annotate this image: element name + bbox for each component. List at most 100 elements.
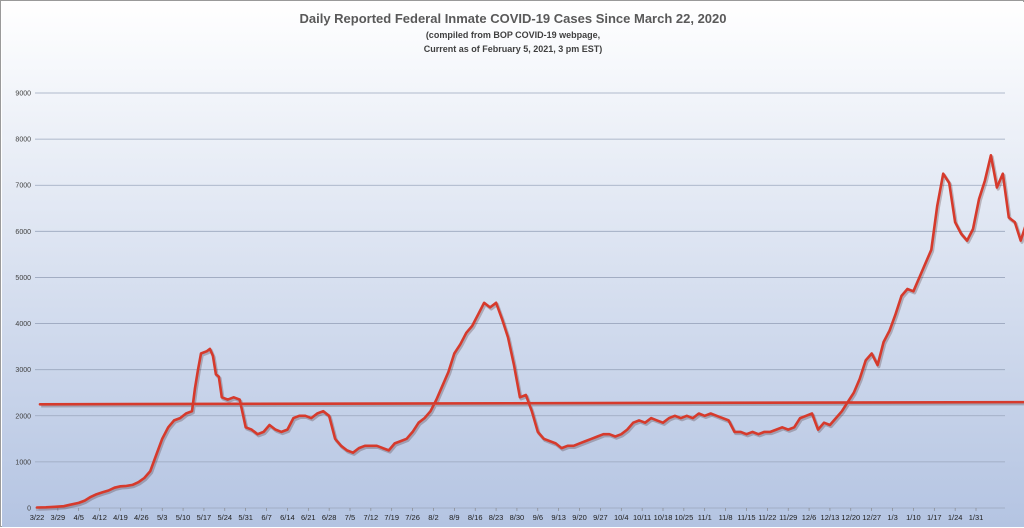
x-tick-label: 5/31 <box>238 513 253 522</box>
x-tick-label: 10/25 <box>674 513 693 522</box>
data-point <box>173 419 175 421</box>
x-tick-label: 1/24 <box>948 513 963 522</box>
data-point <box>763 431 765 433</box>
data-point <box>441 385 443 387</box>
data-point <box>584 440 586 442</box>
x-tick-label: 8/30 <box>510 513 525 522</box>
data-point <box>212 355 214 357</box>
data-point <box>972 228 974 230</box>
data-point <box>769 431 771 433</box>
data-point <box>525 394 527 396</box>
data-point <box>239 398 241 400</box>
data-point <box>978 198 980 200</box>
data-point <box>495 302 497 304</box>
data-point <box>429 410 431 412</box>
x-tick-label: 8/23 <box>489 513 504 522</box>
y-tick-label-2000: 2000 <box>15 413 31 420</box>
data-point <box>948 182 950 184</box>
data-point <box>590 438 592 440</box>
x-tick-label: 1/31 <box>969 513 984 522</box>
data-point <box>340 445 342 447</box>
data-point <box>107 489 109 491</box>
x-tick-label: 6/14 <box>280 513 295 522</box>
data-point <box>960 232 962 234</box>
x-tick-label: 4/26 <box>134 513 149 522</box>
data-point <box>167 426 169 428</box>
x-tick-label: 12/20 <box>841 513 860 522</box>
data-point <box>692 417 694 419</box>
data-point <box>662 422 664 424</box>
data-point <box>268 424 270 426</box>
data-point <box>1002 173 1004 175</box>
data-point <box>871 352 873 354</box>
x-tick-label: 5/17 <box>197 513 212 522</box>
x-tick-label: 1/3 <box>887 513 897 522</box>
data-point <box>853 392 855 394</box>
data-point <box>250 428 252 430</box>
data-point <box>602 433 604 435</box>
data-point <box>644 422 646 424</box>
data-point <box>394 442 396 444</box>
data-point <box>382 447 384 449</box>
x-tick-label: 7/12 <box>364 513 379 522</box>
data-point <box>954 221 956 223</box>
data-point <box>322 410 324 412</box>
data-point <box>775 428 777 430</box>
data-point <box>572 445 574 447</box>
data-point <box>733 431 735 433</box>
series-line-0 <box>35 154 1024 509</box>
data-point <box>739 431 741 433</box>
x-tick-label: 10/11 <box>633 513 651 522</box>
data-point <box>179 417 181 419</box>
x-tick-label: 11/1 <box>698 513 712 522</box>
x-tick-label: 11/15 <box>737 513 755 522</box>
data-point <box>400 440 402 442</box>
y-tick-label-1000: 1000 <box>15 459 31 466</box>
data-point <box>256 433 258 435</box>
data-point <box>829 424 831 426</box>
data-point <box>799 417 801 419</box>
data-point <box>620 433 622 435</box>
x-tick-label: 9/13 <box>551 513 566 522</box>
x-tick-label: 3/29 <box>51 513 66 522</box>
data-point <box>69 504 71 506</box>
data-point <box>942 173 944 175</box>
data-point <box>704 415 706 417</box>
x-tick-label: 10/18 <box>654 513 673 522</box>
data-point <box>155 454 157 456</box>
data-point <box>435 398 437 400</box>
data-point <box>608 433 610 435</box>
data-point <box>817 428 819 430</box>
data-point <box>447 371 449 373</box>
x-tick-label: 8/9 <box>449 513 459 522</box>
data-point <box>36 506 38 508</box>
data-point <box>161 438 163 440</box>
data-point <box>119 485 121 487</box>
data-point <box>453 352 455 354</box>
y-tick-label-5000: 5000 <box>15 275 31 282</box>
data-point <box>137 481 139 483</box>
data-point <box>215 373 217 375</box>
data-point <box>471 325 473 327</box>
x-tick-label: 9/27 <box>593 513 608 522</box>
data-point <box>549 440 551 442</box>
data-point <box>823 422 825 424</box>
data-point <box>131 484 133 486</box>
data-point <box>227 398 229 400</box>
data-point <box>811 412 813 414</box>
data-point <box>95 493 97 495</box>
y-tick-label-4000: 4000 <box>15 321 31 328</box>
x-tick-label: 11/29 <box>779 513 797 522</box>
data-point <box>316 412 318 414</box>
data-point <box>781 426 783 428</box>
data-point <box>352 452 354 454</box>
x-tick-label: 4/5 <box>74 513 84 522</box>
data-point <box>45 506 47 508</box>
data-point <box>757 433 759 435</box>
data-point <box>209 348 211 350</box>
data-point <box>835 417 837 419</box>
x-tick-label: 4/19 <box>113 513 128 522</box>
data-point <box>197 369 199 371</box>
data-point <box>888 329 890 331</box>
